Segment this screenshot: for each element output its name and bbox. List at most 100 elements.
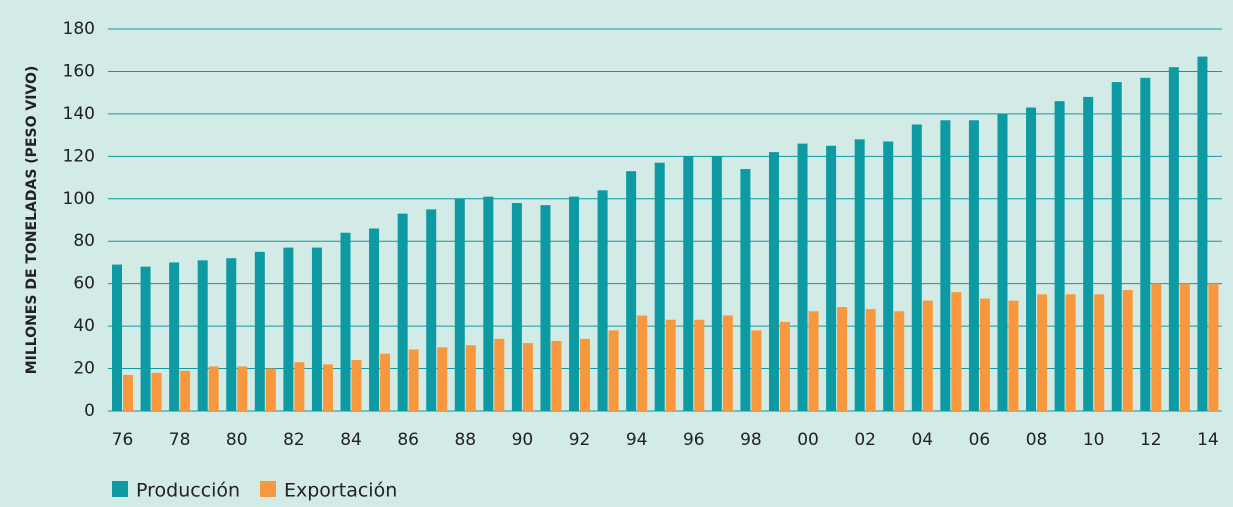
- bar: [123, 374, 133, 411]
- y-tick-label: 180: [63, 19, 95, 39]
- y-tick-label: 60: [73, 274, 95, 294]
- bar: [426, 209, 437, 411]
- x-tick-label: 08: [1026, 430, 1048, 450]
- bar: [654, 162, 665, 411]
- bar: [454, 198, 465, 411]
- bar: [722, 315, 733, 411]
- bar: [1208, 283, 1219, 411]
- bar: [226, 258, 237, 411]
- bar: [637, 315, 648, 411]
- bar: [494, 338, 505, 411]
- bar: [237, 366, 248, 411]
- bar: [894, 311, 905, 411]
- x-tick-label: 80: [226, 430, 248, 450]
- x-tick-label: 78: [169, 430, 191, 450]
- bar: [665, 319, 676, 411]
- bar: [940, 120, 951, 411]
- bar: [779, 321, 790, 411]
- bar: [597, 190, 608, 411]
- bar: [1140, 77, 1151, 412]
- x-tick-label: 76: [112, 430, 134, 450]
- bar: [837, 307, 848, 411]
- bar: [340, 232, 351, 411]
- bar: [751, 330, 762, 411]
- bar: [768, 152, 779, 412]
- bar: [1168, 67, 1179, 411]
- legend-label: Producción: [136, 480, 240, 502]
- x-tick-label: 82: [283, 430, 305, 450]
- x-tick-label: 98: [740, 430, 762, 450]
- legend-swatch: [260, 481, 276, 497]
- bar: [968, 120, 979, 411]
- bar: [540, 205, 551, 411]
- bar: [997, 113, 1008, 411]
- bar: [951, 292, 962, 411]
- bar: [711, 156, 722, 411]
- bar: [865, 309, 876, 411]
- x-tick-label: 94: [626, 430, 648, 450]
- bar: [1008, 300, 1019, 411]
- bar: [1065, 294, 1076, 411]
- bar: [1026, 107, 1037, 412]
- bar: [169, 262, 180, 411]
- bar: [483, 196, 494, 411]
- bar: [1054, 101, 1065, 412]
- bar: [854, 139, 865, 411]
- bar: [608, 330, 619, 411]
- y-tick-label: 80: [73, 231, 95, 251]
- y-axis-label: MILLONES DE TONELADAS (PESO VIVO): [24, 66, 40, 375]
- bar: [1094, 294, 1105, 411]
- legend-label: Exportación: [284, 480, 397, 502]
- bar: [322, 364, 333, 411]
- bar: [112, 264, 122, 411]
- bar: [551, 340, 562, 411]
- bar: [465, 345, 476, 411]
- bar: [883, 141, 894, 411]
- bar: [283, 247, 294, 411]
- bar: [626, 171, 637, 411]
- bar: [437, 347, 448, 411]
- y-tick-label: 140: [63, 104, 95, 124]
- bar: [569, 196, 580, 411]
- bar: [1083, 96, 1094, 412]
- bar: [208, 366, 219, 411]
- bar: [979, 298, 990, 411]
- bar: [294, 362, 305, 411]
- bar: [1151, 283, 1162, 411]
- x-tick-label: 86: [397, 430, 419, 450]
- y-tick-label: 0: [84, 401, 95, 421]
- bar: [808, 311, 819, 411]
- bar: [151, 372, 162, 411]
- x-tick-label: 14: [1197, 430, 1219, 450]
- bar: [408, 349, 419, 411]
- bar: [683, 156, 694, 411]
- bar: [1037, 294, 1048, 411]
- y-tick-label: 100: [63, 189, 95, 209]
- bar: [522, 343, 533, 411]
- bar: [369, 228, 380, 411]
- x-tick-label: 92: [569, 430, 591, 450]
- bar: [197, 260, 208, 411]
- bar: [1197, 56, 1208, 411]
- y-tick-label: 160: [63, 61, 95, 81]
- bar: [511, 203, 522, 411]
- bar: [265, 368, 276, 411]
- bar: [797, 143, 808, 411]
- x-tick-label: 00: [797, 430, 819, 450]
- x-tick-label: 84: [340, 430, 362, 450]
- bar: [397, 213, 408, 411]
- bar: [580, 338, 591, 411]
- bar: [1111, 82, 1122, 412]
- bar: [826, 145, 837, 411]
- bar: [180, 370, 191, 411]
- bar: [351, 360, 362, 411]
- y-tick-label: 20: [73, 359, 95, 379]
- bar: [1122, 290, 1133, 411]
- y-tick-label: 40: [73, 316, 95, 336]
- bar: [311, 247, 322, 411]
- x-tick-label: 90: [512, 430, 534, 450]
- x-tick-label: 02: [854, 430, 876, 450]
- y-tick-label: 120: [63, 146, 95, 166]
- bar: [254, 251, 265, 411]
